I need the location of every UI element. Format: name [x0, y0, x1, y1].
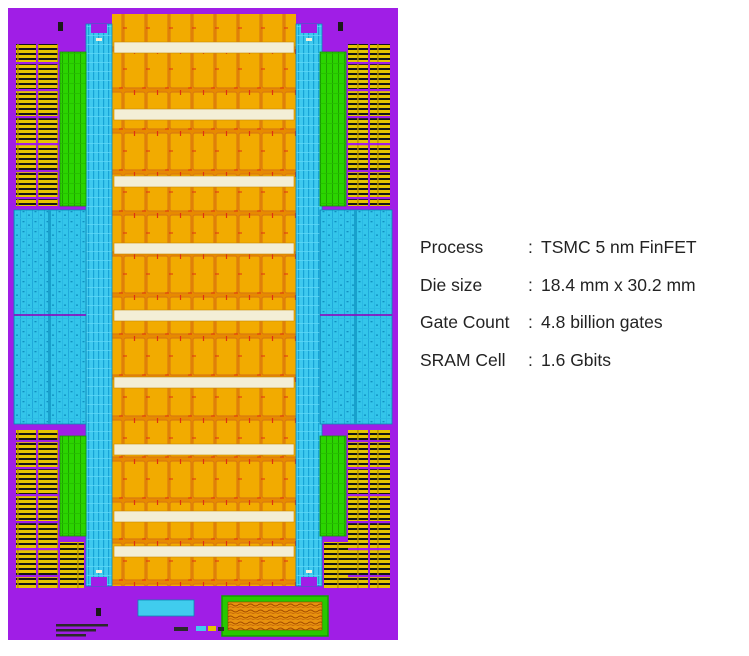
macro-green-bottom-right: [319, 435, 347, 537]
macro-green-top-left: [59, 51, 87, 207]
sram-block-right: [319, 209, 393, 425]
io-pad-column-top-right: [348, 44, 390, 206]
sram-block-left: [13, 209, 87, 425]
bottom-cyan-block: [137, 599, 195, 617]
spine-column-right: [295, 23, 323, 587]
spec-label: Die size: [420, 274, 483, 295]
die-plot: [8, 8, 398, 640]
io-pad-column-top-left: [16, 44, 58, 206]
spec-row-die-size: Die size : 18.4 mm x 30.2 mm: [420, 267, 697, 305]
core-channel-stripes: [113, 41, 295, 558]
spec-value: 1.6 Gbits: [541, 349, 612, 370]
spec-value: 18.4 mm x 30.2 mm: [541, 274, 696, 295]
die-label-marks: [56, 624, 224, 637]
spec-value: 4.8 billion gates: [541, 312, 663, 333]
spec-colon: :: [528, 274, 533, 295]
spec-label: Process: [420, 237, 484, 258]
die-fiducial-marks: [58, 22, 343, 616]
spec-colon: :: [528, 312, 533, 333]
spec-value: TSMC 5 nm FinFET: [541, 237, 697, 258]
spec-label: SRAM Cell: [420, 349, 506, 370]
macro-green-bottom-left: [59, 435, 87, 537]
spec-row-sram-cell: SRAM Cell : 1.6 Gbits: [420, 342, 697, 380]
spec-colon: :: [528, 237, 533, 258]
bottom-analog-block: [221, 595, 329, 637]
spec-list: Process : TSMC 5 nm FinFET Die size : 18…: [420, 229, 697, 379]
io-pad-column-bottom-right: [348, 430, 390, 588]
io-pad-column-bottom-left: [16, 430, 58, 588]
io-pad-small-bottom-left: [60, 542, 84, 588]
spec-row-process: Process : TSMC 5 nm FinFET: [420, 229, 697, 267]
die-plot-svg: [8, 8, 398, 640]
spec-colon: :: [528, 349, 533, 370]
core-logic-region: [112, 14, 296, 586]
io-pad-small-bottom-right: [324, 542, 348, 588]
spec-label: Gate Count: [420, 312, 510, 333]
macro-green-top-right: [319, 51, 347, 207]
spec-row-gate-count: Gate Count : 4.8 billion gates: [420, 304, 697, 342]
spine-column-left: [85, 23, 113, 587]
